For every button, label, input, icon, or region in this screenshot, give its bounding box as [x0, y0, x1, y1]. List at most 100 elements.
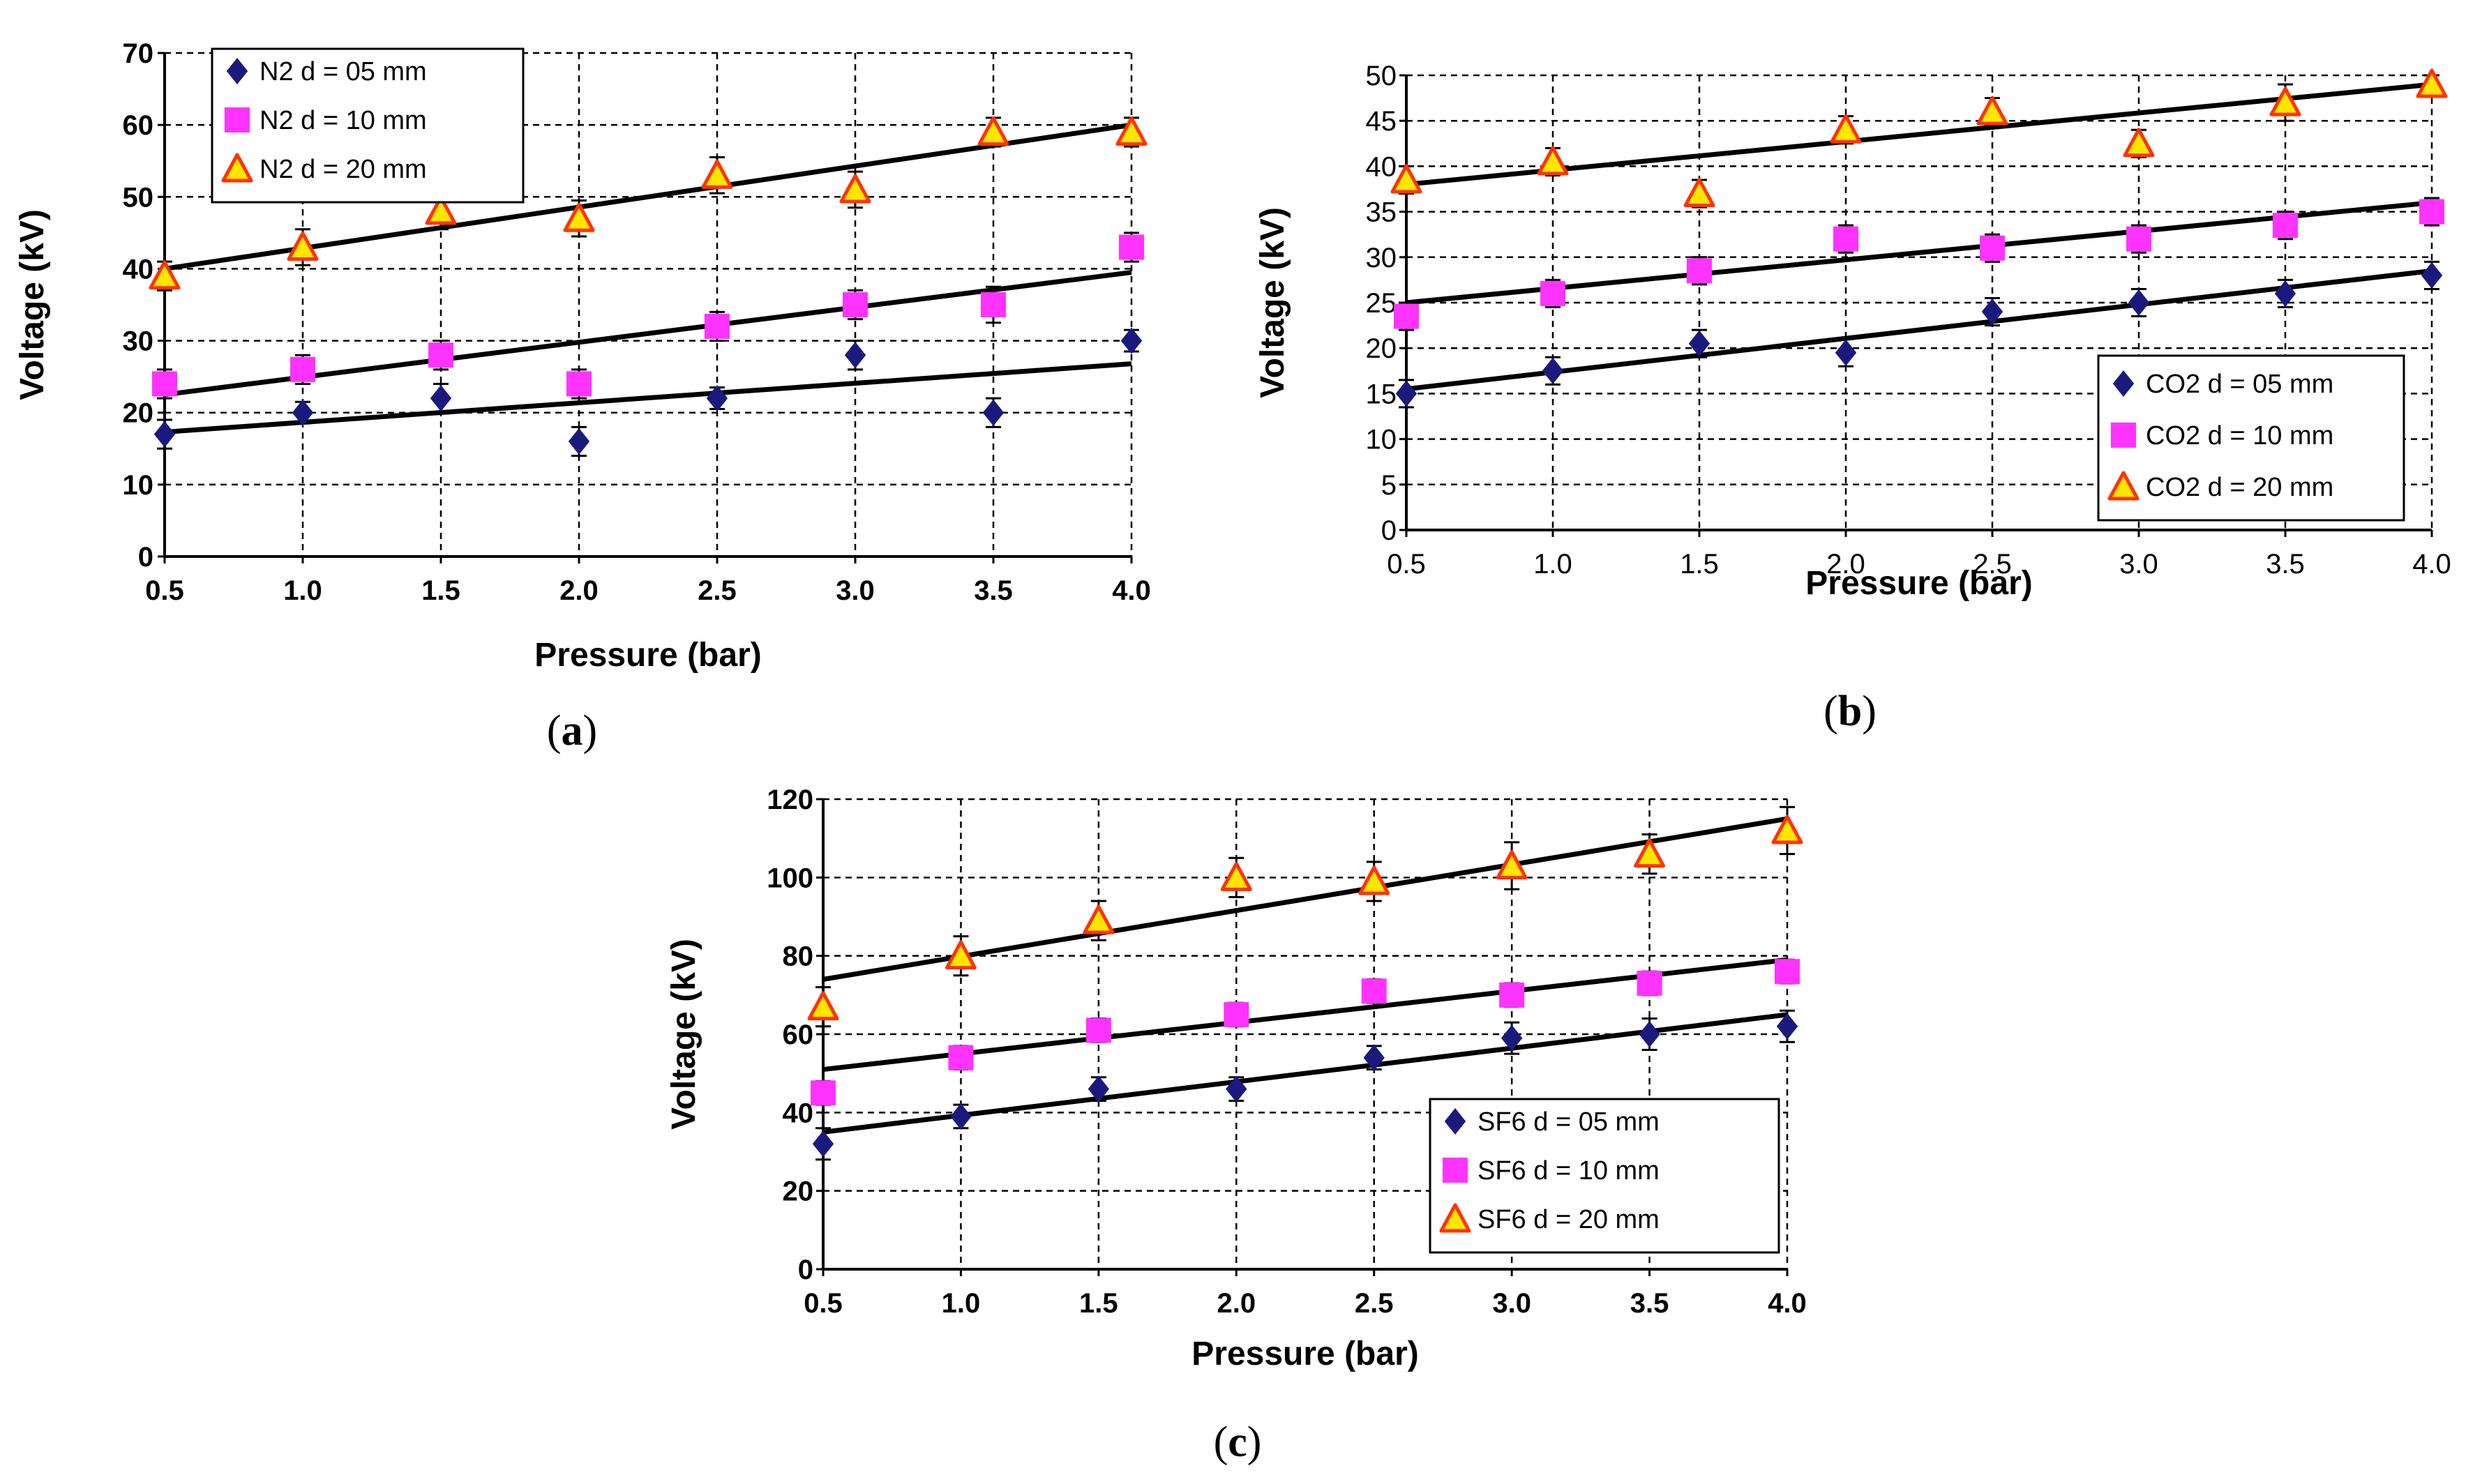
- x-tick-label: 0.5: [804, 1288, 843, 1319]
- y-tick-label: 40: [1366, 151, 1397, 182]
- legend-box: [1429, 1098, 1780, 1254]
- x-tick-label: 1.0: [283, 575, 322, 606]
- legend-marker-square: [2111, 423, 2136, 448]
- y-tick-label: 15: [1366, 379, 1397, 409]
- legend-marker-triangle: [1439, 1203, 1471, 1233]
- legend-marker-square: [1443, 1158, 1468, 1183]
- data-point-diamond: [1776, 1013, 1798, 1040]
- data-point-square: [843, 292, 868, 317]
- data-point-diamond: [706, 385, 728, 412]
- y-tick-label: 30: [123, 326, 154, 357]
- data-point-diamond: [430, 385, 452, 412]
- panel-label: (c): [1214, 1418, 1262, 1466]
- data-point-triangle: [1976, 96, 2008, 126]
- data-point-diamond: [292, 399, 314, 426]
- x-tick-label: 3.5: [974, 575, 1013, 606]
- data-point-square: [428, 342, 453, 368]
- data-point-diamond: [568, 427, 590, 455]
- y-tick-label: 5: [1381, 470, 1397, 501]
- series-triangle: [149, 116, 1148, 292]
- panel-label: (a): [547, 707, 597, 755]
- y-axis-label: Voltage (kV): [14, 209, 51, 400]
- panel-letter: b: [1838, 688, 1862, 735]
- legend-box: [211, 47, 525, 204]
- y-tick-label: 45: [1366, 106, 1397, 137]
- data-point-square: [705, 313, 730, 339]
- legend: SF6 d = 05 mm SF6 d = 10 mm SF6 d = 20 mm: [1429, 1098, 1780, 1254]
- data-point-triangle: [149, 260, 181, 290]
- data-point-triangle: [839, 174, 871, 204]
- y-tick-label: 120: [767, 785, 813, 815]
- data-point-triangle: [563, 202, 595, 232]
- y-tick-label: 100: [767, 863, 813, 893]
- x-tick-label: 2.0: [559, 575, 599, 606]
- data-point-triangle: [701, 159, 733, 189]
- data-point-square: [152, 371, 177, 397]
- legend-label: CO2 d = 10 mm: [2146, 421, 2333, 450]
- data-point-triangle: [1830, 114, 1862, 144]
- y-tick-label: 10: [1366, 425, 1397, 455]
- legend-label: CO2 d = 20 mm: [2146, 473, 2333, 502]
- data-point-triangle: [1220, 861, 1252, 891]
- legend-marker-triangle: [2107, 471, 2140, 501]
- x-tick-label: 2.0: [1217, 1288, 1256, 1319]
- y-tick-label: 30: [1366, 243, 1397, 273]
- y-tick-label: 0: [138, 542, 153, 573]
- y-tick-label: 50: [123, 182, 154, 213]
- x-tick-label: 3.0: [2119, 549, 2158, 580]
- data-point-square: [1687, 258, 1712, 284]
- y-tick-label: 0: [798, 1255, 813, 1285]
- data-point-square: [2273, 213, 2298, 238]
- series-triangle: [807, 805, 1803, 1028]
- data-point-square: [1499, 982, 1525, 1008]
- data-point-triangle: [2123, 128, 2155, 158]
- data-point-square: [1540, 280, 1565, 306]
- data-point-square: [1833, 226, 1858, 252]
- data-point-square: [1394, 303, 1419, 329]
- chart-panel-a: 0 10 20 30 40 50 60 70 0.5 1.0 1.5 2.0 2.5 3.0 3.5 4.0 P…: [14, 38, 1151, 755]
- data-point-square: [1224, 1001, 1249, 1027]
- trendline-triangle: [1406, 82, 2432, 187]
- x-tick-label: 3.5: [2266, 549, 2305, 580]
- trendline-square: [1406, 200, 2432, 305]
- data-point-diamond: [844, 342, 866, 369]
- y-tick-label: 40: [123, 254, 154, 285]
- data-point-triangle: [1537, 146, 1569, 176]
- trendline-triangle: [822, 816, 1788, 982]
- legend-label: SF6 d = 10 mm: [1477, 1156, 1660, 1186]
- x-axis-label: Pressure (bar): [534, 637, 761, 674]
- x-tick-label: 2.5: [1355, 1288, 1394, 1319]
- data-point-triangle: [2269, 86, 2301, 116]
- data-point-square: [1775, 959, 1800, 985]
- x-tick-label: 0.5: [145, 575, 184, 606]
- legend-label: SF6 d = 05 mm: [1477, 1107, 1660, 1137]
- data-point-triangle: [1390, 164, 1422, 194]
- panel-letter: c: [1228, 1418, 1247, 1466]
- x-tick-label: 4.0: [1112, 575, 1151, 606]
- data-point-triangle: [977, 116, 1009, 146]
- data-point-diamond: [1088, 1075, 1110, 1103]
- y-tick-label: 60: [783, 1020, 814, 1050]
- legend-label: SF6 d = 20 mm: [1477, 1205, 1660, 1234]
- data-point-triangle: [1634, 838, 1666, 868]
- data-point-triangle: [425, 195, 457, 225]
- legend-marker-diamond: [2112, 370, 2135, 397]
- data-point-triangle: [287, 231, 319, 261]
- data-point-diamond: [1226, 1075, 1247, 1103]
- y-tick-label: 80: [783, 941, 814, 972]
- data-point-diamond: [812, 1130, 834, 1158]
- x-tick-label: 2.0: [1826, 549, 1865, 580]
- series-diamond: [1395, 260, 2443, 409]
- series-square: [1394, 197, 2444, 331]
- y-tick-label: 35: [1366, 197, 1397, 228]
- x-axis-label: Pressure (bar): [1805, 565, 2032, 602]
- legend-label: CO2 d = 05 mm: [2146, 370, 2333, 399]
- legend: CO2 d = 05 mm CO2 d = 10 mm CO2 d = 20 mm: [2097, 354, 2405, 522]
- x-tick-label: 1.5: [1680, 549, 1719, 580]
- data-point-square: [2419, 199, 2444, 225]
- y-tick-label: 0: [1381, 515, 1397, 546]
- y-tick-label: 40: [783, 1098, 814, 1128]
- x-tick-label: 3.0: [836, 575, 875, 606]
- y-tick-label: 20: [1366, 333, 1397, 364]
